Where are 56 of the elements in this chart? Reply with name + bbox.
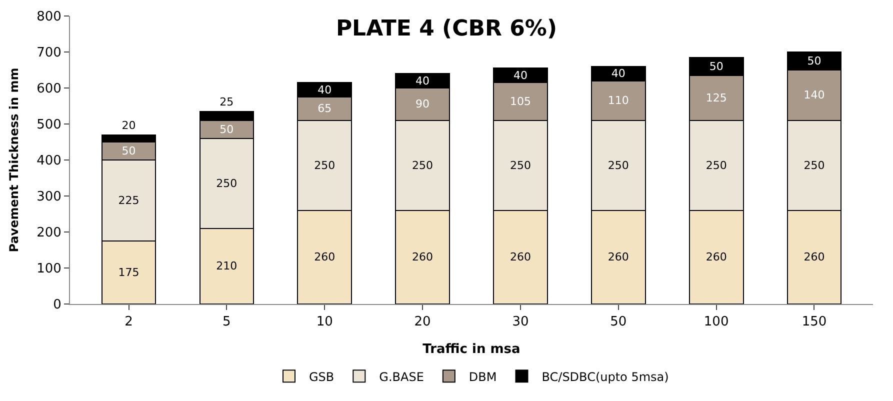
y-tick-label: 700 xyxy=(36,46,62,61)
data-label: 20 xyxy=(122,118,136,132)
data-label: 65 xyxy=(318,102,332,116)
x-tick-label: 20 xyxy=(414,314,431,330)
data-label: 250 xyxy=(412,158,434,172)
data-label: 50 xyxy=(220,122,234,136)
chart-title: PLATE 4 (CBR 6%) xyxy=(336,16,558,42)
data-label: 90 xyxy=(416,98,430,111)
data-label: 40 xyxy=(318,83,332,96)
x-axis-title: Traffic in msa xyxy=(422,342,520,358)
data-label: 40 xyxy=(513,68,528,82)
y-tick-label: 500 xyxy=(36,118,62,133)
data-label: 250 xyxy=(314,158,336,172)
x-tick-label: 100 xyxy=(704,314,729,330)
data-label: 40 xyxy=(611,67,626,80)
data-label: 260 xyxy=(706,250,727,264)
y-tick-label: 300 xyxy=(36,190,62,205)
data-label: 50 xyxy=(807,54,822,68)
data-label: 260 xyxy=(314,250,336,264)
y-tick-label: 0 xyxy=(53,298,62,313)
data-label: 110 xyxy=(608,94,629,108)
x-tick-label: 10 xyxy=(316,314,333,330)
y-tick-label: 800 xyxy=(36,10,62,25)
x-tick-label: 2 xyxy=(124,314,133,330)
data-label: 250 xyxy=(706,158,727,172)
legend-label: BC/SDBC(upto 5msa) xyxy=(542,370,669,384)
legend-label: GSB xyxy=(309,370,334,384)
legend-label: DBM xyxy=(468,370,497,384)
data-label: 225 xyxy=(118,194,140,207)
data-label: 40 xyxy=(416,74,430,88)
y-tick-label: 600 xyxy=(36,82,62,97)
data-label: 105 xyxy=(510,95,531,108)
data-label: 260 xyxy=(804,250,825,264)
y-axis-title: Pavement Thickness in mm xyxy=(6,68,21,252)
legend-label: G.BASE xyxy=(379,370,424,384)
y-tick-label: 200 xyxy=(36,226,62,241)
data-label: 140 xyxy=(804,88,825,102)
data-label: 250 xyxy=(608,158,629,172)
x-tick-label: 50 xyxy=(610,314,627,330)
data-label: 25 xyxy=(220,95,234,108)
x-tick-label: 30 xyxy=(512,314,529,330)
x-tick-label: 150 xyxy=(802,314,827,330)
data-label: 50 xyxy=(709,60,724,73)
data-label: 210 xyxy=(216,260,238,273)
y-tick-label: 400 xyxy=(36,154,62,169)
data-label: 175 xyxy=(118,266,140,279)
data-label: 250 xyxy=(510,158,531,172)
data-label: 250 xyxy=(804,158,825,172)
data-label: 260 xyxy=(510,250,531,264)
data-label: 260 xyxy=(412,250,434,264)
data-label: 250 xyxy=(216,176,238,190)
data-label: 260 xyxy=(608,250,629,264)
y-tick-label: 100 xyxy=(36,262,62,277)
x-tick-label: 5 xyxy=(222,314,231,330)
data-label: 125 xyxy=(706,91,727,104)
data-label: 50 xyxy=(122,144,136,158)
